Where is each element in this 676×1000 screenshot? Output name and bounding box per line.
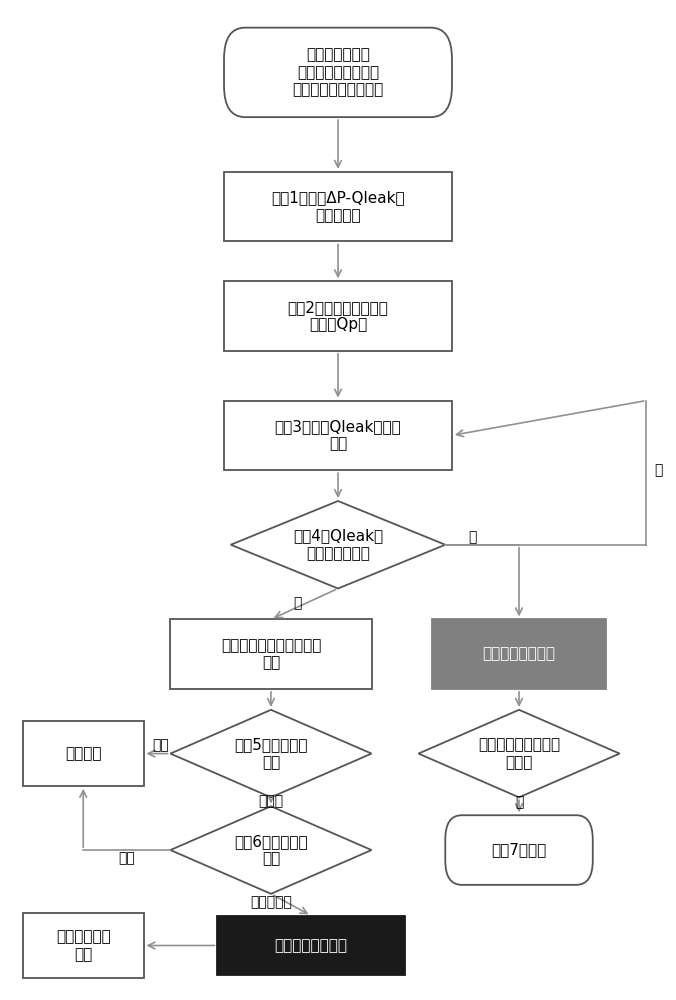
- Text: 上涨或稳定: 上涨或稳定: [250, 895, 292, 909]
- Text: 未上涨: 未上涨: [258, 794, 283, 808]
- Text: 上涨: 上涨: [152, 739, 169, 753]
- Bar: [217, 916, 405, 975]
- Text: 是: 是: [515, 795, 523, 809]
- Text: 步骤4：Qleak是
否在限值范围内: 步骤4：Qleak是 否在限值范围内: [293, 529, 383, 561]
- Text: 步骤2：根据机组历史数
据选取Qp值: 步骤2：根据机组历史数 据选取Qp值: [287, 300, 389, 332]
- Bar: [224, 281, 452, 351]
- Text: 系统是否满足自动计
算条件: 系统是否满足自动计 算条件: [478, 737, 560, 770]
- Text: 否: 否: [654, 463, 663, 477]
- FancyBboxPatch shape: [224, 28, 452, 117]
- Bar: [170, 619, 372, 689]
- Bar: [23, 721, 143, 786]
- Text: 步骤1：画出ΔP-Qleak正
负限值曲线: 步骤1：画出ΔP-Qleak正 负限值曲线: [271, 190, 405, 223]
- Text: 步骤7：结束: 步骤7：结束: [491, 843, 547, 858]
- Text: 步骤6：温度变化
分析: 步骤6：温度变化 分析: [234, 834, 308, 866]
- Text: 分析壳内气体压力、温度
变化: 分析壳内气体压力、温度 变化: [221, 638, 321, 670]
- Text: 安全壳已封闭，
机组处于特殊工况，
开始安全壳泄漏率监测: 安全壳已封闭， 机组处于特殊工况， 开始安全壳泄漏率监测: [293, 47, 383, 97]
- Text: 是: 是: [468, 530, 477, 544]
- Bar: [224, 401, 452, 470]
- Text: 步骤5：压力变化
分析: 步骤5：压力变化 分析: [234, 737, 308, 770]
- Text: 检查安全壳完
整性: 检查安全壳完 整性: [56, 929, 111, 962]
- Bar: [224, 172, 452, 241]
- Text: 安全壳泄漏率正常: 安全壳泄漏率正常: [483, 647, 556, 662]
- Polygon shape: [231, 501, 445, 589]
- Polygon shape: [170, 806, 372, 894]
- Text: 安全壳泄漏率异常: 安全壳泄漏率异常: [274, 938, 347, 953]
- Text: 否: 否: [293, 596, 302, 610]
- Polygon shape: [418, 710, 620, 797]
- Bar: [432, 619, 606, 689]
- Text: 保持观察: 保持观察: [65, 746, 101, 761]
- Polygon shape: [170, 710, 372, 797]
- Bar: [23, 913, 143, 978]
- Text: 下降: 下降: [118, 851, 135, 865]
- Text: 步骤3：计算Qleak与限值
对比: 步骤3：计算Qleak与限值 对比: [274, 419, 402, 452]
- FancyBboxPatch shape: [445, 815, 593, 885]
